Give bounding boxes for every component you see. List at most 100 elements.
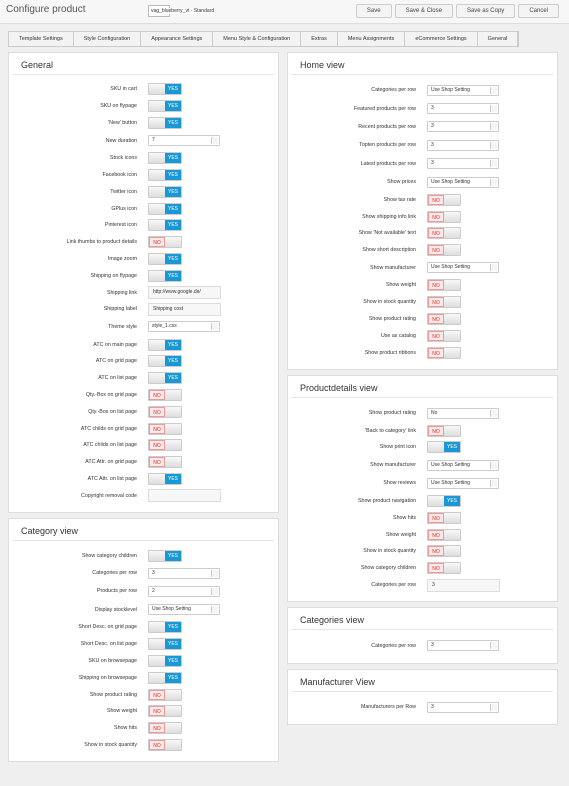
tab[interactable]: Menu Assignments <box>337 32 406 46</box>
toggle[interactable]: NO <box>148 439 182 452</box>
select[interactable]: 3 <box>427 103 499 115</box>
toggle[interactable]: NO <box>427 279 461 292</box>
toggle-knob <box>444 330 460 341</box>
button[interactable]: Cancel <box>518 4 559 18</box>
text-input[interactable]: http://www.google.de/ <box>148 286 221 300</box>
select[interactable]: No <box>427 407 499 419</box>
select[interactable]: Use Shop Setting <box>427 176 499 188</box>
toggle[interactable]: YES <box>148 621 182 634</box>
toggle-value: NO <box>149 389 165 400</box>
select[interactable]: 7 <box>148 135 220 147</box>
control: NO <box>148 388 182 401</box>
toggle-knob <box>444 228 460 239</box>
select[interactable]: 3 <box>427 121 499 133</box>
toggle[interactable]: YES <box>148 472 182 485</box>
toggle[interactable]: NO <box>427 528 461 541</box>
select[interactable]: 3 <box>427 139 499 151</box>
select[interactable]: 3 <box>427 640 499 652</box>
select[interactable]: 3 <box>148 567 220 579</box>
toggle-knob <box>149 153 165 164</box>
tab[interactable]: General <box>477 32 519 46</box>
toggle[interactable]: NO <box>427 562 461 575</box>
toggle[interactable]: NO <box>148 722 182 735</box>
setting-label: ATC on list page <box>98 375 137 382</box>
button[interactable]: Save as Copy <box>455 4 516 18</box>
toggle-value: NO <box>428 563 444 574</box>
toggle[interactable]: YES <box>148 269 182 282</box>
toggle[interactable]: YES <box>148 168 182 181</box>
toggle-value: YES <box>165 84 181 95</box>
toggle[interactable]: YES <box>148 116 182 129</box>
toggle[interactable]: NO <box>427 424 461 437</box>
select[interactable]: Use Shop Setting <box>148 604 220 616</box>
select[interactable]: Use Shop Setting <box>427 459 499 471</box>
toggle-knob <box>149 84 165 95</box>
toggle[interactable]: YES <box>148 372 182 385</box>
template-select[interactable]: vag_blueberry_vt - Standard <box>148 5 215 17</box>
toggle-knob <box>444 347 460 358</box>
toggle[interactable]: NO <box>148 739 182 752</box>
toggle[interactable]: NO <box>427 329 461 342</box>
toggle[interactable]: YES <box>148 185 182 198</box>
control: 3 <box>427 701 499 713</box>
toggle[interactable]: NO <box>148 405 182 418</box>
tab[interactable]: eCommerce Settings <box>405 32 478 46</box>
toggle[interactable]: NO <box>148 705 182 718</box>
toggle-value: NO <box>428 425 444 436</box>
toggle[interactable]: NO <box>148 422 182 435</box>
toggle-knob <box>444 546 460 557</box>
tab[interactable]: Appearance Settings <box>141 32 214 46</box>
select[interactable]: Use Shop Setting <box>427 262 499 274</box>
setting-label: SKU in cart <box>110 86 137 93</box>
select[interactable]: style_1.css <box>148 321 220 333</box>
tab[interactable]: Extras <box>301 32 338 46</box>
tab[interactable]: Menu Style & Configuration <box>213 32 302 46</box>
toggle-knob <box>149 622 165 633</box>
toggle[interactable]: NO <box>427 346 461 359</box>
toggle[interactable]: YES <box>148 83 182 96</box>
toggle[interactable]: YES <box>148 152 182 165</box>
toggle[interactable]: YES <box>148 219 182 232</box>
toggle[interactable]: NO <box>148 236 182 249</box>
toggle[interactable]: YES <box>148 338 182 351</box>
select[interactable]: Use Shop Setting <box>427 477 499 489</box>
select[interactable]: 3 <box>427 158 499 170</box>
toggle[interactable]: NO <box>427 312 461 325</box>
toggle[interactable]: NO <box>427 545 461 558</box>
toggle[interactable]: NO <box>427 227 461 240</box>
text-input[interactable] <box>148 489 221 503</box>
toggle[interactable]: NO <box>427 193 461 206</box>
select[interactable]: Use Shop Setting <box>427 84 499 96</box>
control: NO <box>427 562 461 575</box>
tab[interactable]: Style Configuration <box>73 32 142 46</box>
toggle[interactable]: YES <box>148 202 182 215</box>
select[interactable]: 2 <box>148 585 220 597</box>
toggle[interactable]: NO <box>148 388 182 401</box>
toggle[interactable]: YES <box>148 252 182 265</box>
toggle-knob <box>444 194 460 205</box>
text-input[interactable]: 3 <box>427 578 500 592</box>
setting-label: Manufacturers per Row <box>360 704 416 711</box>
select[interactable]: 3 <box>427 701 499 713</box>
toggle-value: NO <box>428 347 444 358</box>
tab[interactable]: Template Settings <box>9 32 74 46</box>
setting-label: Short Desc. on grid page <box>78 624 137 631</box>
toggle[interactable]: NO <box>148 688 182 701</box>
toggle[interactable]: YES <box>427 495 461 508</box>
toggle[interactable]: YES <box>148 671 182 684</box>
toggle[interactable]: YES <box>427 441 461 454</box>
toggle[interactable]: NO <box>148 456 182 469</box>
setting-label: Categories per row <box>92 570 137 577</box>
toggle[interactable]: YES <box>148 355 182 368</box>
toggle[interactable]: YES <box>148 655 182 668</box>
toggle[interactable]: NO <box>427 511 461 524</box>
button[interactable]: Save <box>355 4 392 18</box>
toggle[interactable]: YES <box>148 549 182 562</box>
toggle[interactable]: NO <box>427 296 461 309</box>
toggle[interactable]: YES <box>148 638 182 651</box>
button[interactable]: Save & Close <box>394 4 453 18</box>
text-input[interactable]: Shipping cost <box>148 302 221 316</box>
toggle[interactable]: NO <box>427 244 461 257</box>
toggle[interactable]: NO <box>427 210 461 223</box>
toggle[interactable]: YES <box>148 100 182 113</box>
